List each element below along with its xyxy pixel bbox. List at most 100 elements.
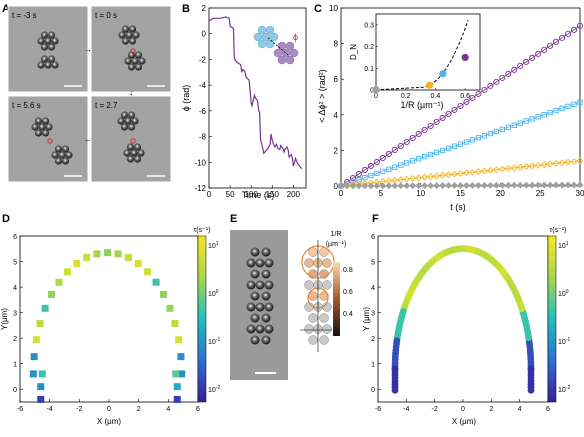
- panel-c-point: [564, 158, 572, 166]
- panel-c-point: [469, 168, 476, 176]
- panel-c-point: [427, 122, 434, 129]
- panel-d-square: [37, 383, 45, 391]
- panel-c-point: [486, 166, 494, 174]
- panel-c-xtick: 30: [576, 189, 584, 198]
- panel-c-point: [480, 167, 488, 175]
- panel-f-ytick: 2: [371, 336, 375, 343]
- panel-c-point: [576, 157, 584, 165]
- panel-a-arrow-0: →: [84, 45, 92, 54]
- panel-c-point: [522, 163, 530, 170]
- panel-a-frame-0: t = -3 s: [7, 5, 89, 93]
- panel-c-point: [475, 135, 482, 141]
- panel-d-square: [178, 370, 186, 378]
- panel-d-ytick: 3: [13, 311, 17, 318]
- panel-c-point: [534, 161, 542, 169]
- panel-b-ylabel: ϕ (rad): [181, 85, 191, 112]
- panel-c-point: [516, 181, 524, 189]
- panel-a-bead: [41, 117, 50, 125]
- panel-c-point: [553, 107, 559, 114]
- panel-d-xtick: 2: [137, 406, 141, 413]
- panel-b-ytick: 2: [202, 4, 207, 13]
- panel-c-point: [498, 181, 506, 189]
- panel-e-schematic-bead: [308, 247, 318, 257]
- panel-e-bead: [250, 247, 260, 257]
- panel-a-bead: [133, 155, 142, 163]
- panel-c-point: [499, 126, 505, 133]
- panel-c-point: [463, 182, 470, 189]
- panel-c-point: [540, 161, 548, 169]
- panel-d-square: [32, 336, 40, 344]
- panel-c-point: [535, 50, 542, 57]
- panel-d-square: [114, 250, 122, 258]
- panel-b-inset-axis: [267, 37, 289, 56]
- panel-d-axes-frame: [19, 235, 199, 403]
- panel-c-point: [504, 164, 512, 172]
- panel-e-schematic-bead: [304, 280, 314, 290]
- panel-b-cluster-inset: ϕ: [253, 25, 299, 65]
- panel-c-ytick: 2: [334, 146, 339, 155]
- panel-c-point: [505, 124, 511, 130]
- panel-a-bead: [47, 43, 56, 51]
- panel-b-phi-symbol: ϕ: [293, 32, 298, 42]
- panel-c-point: [528, 162, 536, 170]
- panel-e-bead: [261, 269, 271, 279]
- panel-d-square: [160, 290, 168, 298]
- panel-d-ytick: 2: [13, 336, 17, 343]
- panel-c-point: [570, 181, 578, 189]
- panel-a-time-label-1: t = 0 s: [95, 11, 117, 20]
- panel-c-point: [541, 46, 548, 53]
- panel-f-colorbar: [547, 235, 557, 403]
- panel-c-point: [510, 164, 518, 172]
- panel-f-ytick: 3: [371, 311, 375, 318]
- panel-c-point: [367, 182, 375, 190]
- panel-c-point: [404, 160, 410, 166]
- panel-e-colorbar-tick: 0.4: [343, 311, 353, 318]
- panel-a-bead: [51, 37, 59, 45]
- panel-f-ytick: 4: [371, 285, 375, 292]
- panel-d-square: [166, 304, 174, 312]
- panel-c-point: [457, 141, 464, 147]
- panel-c-point: [558, 159, 566, 167]
- panel-c-point: [373, 182, 381, 190]
- panel-c-point: [523, 58, 530, 65]
- panel-c-point: [421, 182, 429, 190]
- panel-b-xtick: 50: [226, 190, 235, 199]
- panel-e-bead: [250, 269, 260, 279]
- panel-e-bead: [246, 302, 256, 312]
- panel-d-square: [144, 268, 152, 276]
- panel-c-point: [487, 82, 494, 89]
- panel-c-point: [504, 181, 512, 189]
- panel-c-point: [361, 182, 369, 190]
- panel-d-xtick: -4: [47, 406, 53, 413]
- panel-c-point: [481, 133, 488, 139]
- panel-c-point: [367, 162, 374, 170]
- panel-c-point: [439, 182, 447, 189]
- panel-d-square: [124, 254, 132, 262]
- panel-c-point: [439, 147, 446, 154]
- panel-e-colorbar-tick: 0.6: [343, 289, 353, 296]
- panel-c-point: [433, 182, 441, 190]
- panel-e-curvature-schematic: [300, 240, 335, 352]
- panel-c-inset-point: [425, 81, 434, 89]
- panel-c-point: [451, 143, 458, 149]
- panel-c-point: [380, 168, 386, 174]
- panel-c-inset-fit: [375, 86, 421, 91]
- panel-c-point: [337, 182, 345, 190]
- panel-c-point: [475, 90, 482, 97]
- panel-e-bead: [261, 335, 271, 345]
- panel-c-point: [415, 182, 423, 190]
- panel-a-bead: [137, 149, 145, 157]
- panel-b-inset-bead: [265, 39, 275, 49]
- panel-d-colorbar-tick: 10-2: [208, 385, 220, 394]
- panel-a-bead: [120, 123, 129, 131]
- panel-a-bead: [128, 25, 137, 33]
- panel-a-arrow-2: ←: [84, 135, 92, 144]
- panel-f-label: F: [372, 213, 379, 225]
- panel-d-square: [55, 278, 63, 286]
- panel-c-point: [553, 38, 560, 45]
- panel-a-bead: [134, 51, 143, 59]
- panel-c-point: [355, 182, 363, 190]
- panel-c-point: [534, 181, 542, 189]
- panel-c-point: [469, 94, 476, 101]
